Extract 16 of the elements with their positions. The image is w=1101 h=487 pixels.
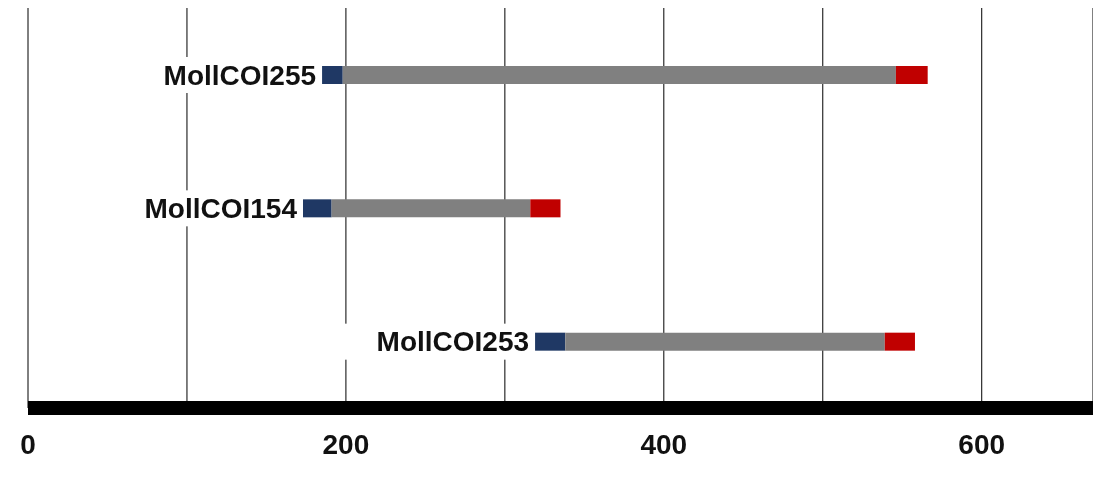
x-tick-label: 200 (322, 428, 370, 460)
bar (884, 332, 915, 351)
y-tick-label: MollCOI253 (376, 326, 530, 358)
bar (530, 199, 561, 218)
bar (895, 66, 928, 84)
bar (331, 199, 531, 218)
bar (535, 332, 566, 351)
x-tick-label: 600 (958, 428, 1006, 460)
y-tick-label: MollCOI255 (163, 59, 317, 91)
x-tick-label: 400 (640, 428, 688, 460)
y-tick-label: MollCOI154 (144, 192, 298, 224)
bar (302, 199, 332, 218)
bar (342, 66, 896, 84)
bar (322, 66, 343, 84)
bar (565, 332, 885, 351)
x-tick-label: 0 (20, 428, 36, 460)
